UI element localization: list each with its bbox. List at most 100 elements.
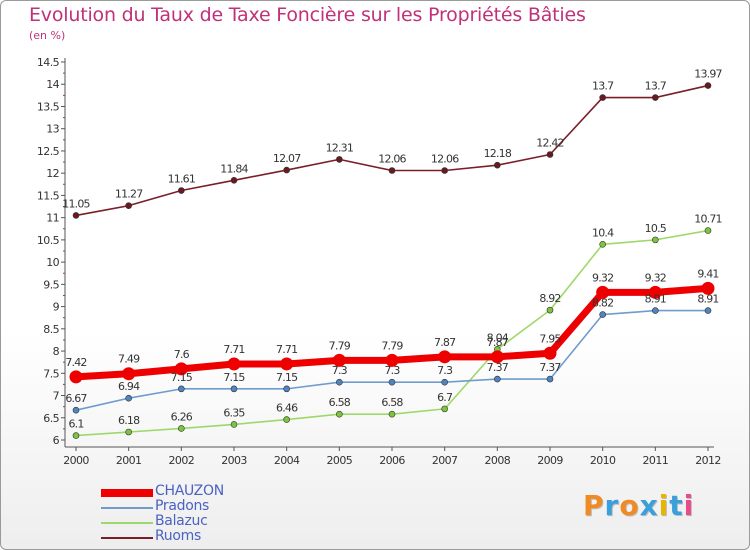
data-label: 12.31 bbox=[326, 141, 354, 154]
data-label: 9.32 bbox=[592, 271, 613, 284]
data-label: 10.4 bbox=[592, 226, 614, 239]
x-tick-label: 2005 bbox=[327, 454, 353, 467]
data-point bbox=[336, 378, 343, 386]
data-label: 11.61 bbox=[168, 173, 196, 186]
data-label: 7.71 bbox=[223, 343, 244, 356]
data-point bbox=[441, 405, 448, 413]
chart-title: Evolution du Taux de Taxe Foncière sur l… bbox=[29, 4, 586, 26]
data-label: 12.18 bbox=[484, 147, 512, 160]
data-point bbox=[388, 378, 396, 386]
data-point bbox=[178, 187, 185, 194]
data-point bbox=[441, 378, 448, 386]
data-label: 7.79 bbox=[329, 339, 351, 352]
data-point bbox=[599, 241, 606, 248]
x-tick-label: 2002 bbox=[169, 454, 195, 467]
data-point bbox=[701, 281, 715, 295]
data-point bbox=[543, 346, 557, 360]
legend-item: Ruoms bbox=[101, 528, 321, 545]
data-label: 6.58 bbox=[381, 396, 403, 409]
x-tick-label: 2012 bbox=[695, 454, 721, 467]
y-tick-label: 7 bbox=[53, 390, 60, 403]
y-tick-label: 11.5 bbox=[37, 189, 60, 202]
data-point bbox=[283, 166, 290, 174]
data-point bbox=[125, 428, 132, 436]
data-point bbox=[178, 425, 185, 432]
x-tick-label: 2008 bbox=[485, 454, 511, 467]
legend-swatch bbox=[101, 507, 153, 509]
data-point bbox=[648, 285, 662, 299]
legend-swatch bbox=[101, 489, 153, 497]
data-point bbox=[336, 410, 343, 418]
data-point bbox=[122, 367, 136, 381]
data-point bbox=[652, 94, 659, 101]
x-tick-label: 2007 bbox=[432, 454, 458, 467]
y-tick-label: 14 bbox=[46, 78, 59, 91]
data-label: 6.67 bbox=[65, 392, 87, 405]
y-tick-label: 8 bbox=[53, 345, 60, 358]
data-label: 7.6 bbox=[174, 348, 190, 361]
legend-item: Pradons bbox=[101, 498, 321, 515]
data-point bbox=[72, 432, 80, 439]
data-label: 6.7 bbox=[437, 391, 453, 404]
data-label: 12.06 bbox=[378, 153, 406, 166]
proxiti-logo: Proxiti bbox=[583, 489, 695, 522]
data-label: 7.42 bbox=[65, 356, 86, 369]
y-tick-label: 13 bbox=[46, 123, 59, 136]
data-label: 7.15 bbox=[276, 371, 298, 384]
legend-label: Balazuc bbox=[155, 513, 208, 529]
x-tick-label: 2009 bbox=[537, 454, 563, 467]
data-point bbox=[72, 406, 80, 414]
y-tick-label: 7.5 bbox=[43, 367, 59, 380]
data-label: 12.06 bbox=[431, 153, 459, 166]
data-point bbox=[72, 212, 80, 219]
data-label: 13.7 bbox=[592, 80, 614, 93]
data-label: 11.84 bbox=[220, 162, 248, 175]
data-label: 7.15 bbox=[171, 371, 193, 384]
data-point bbox=[388, 410, 396, 418]
y-tick-label: 9 bbox=[53, 301, 60, 314]
data-label: 9.32 bbox=[645, 271, 666, 284]
data-point bbox=[178, 385, 185, 393]
series-line-rooms bbox=[75, 84, 709, 217]
data-point bbox=[230, 176, 238, 184]
data-label: 7.3 bbox=[332, 364, 348, 377]
data-point bbox=[596, 285, 610, 299]
data-point bbox=[283, 416, 290, 423]
data-point bbox=[280, 357, 294, 371]
data-label: 6.26 bbox=[171, 410, 193, 423]
x-tick-label: 2001 bbox=[116, 454, 142, 467]
data-label: 11.27 bbox=[115, 188, 143, 201]
data-label: 12.07 bbox=[273, 152, 301, 165]
data-label: 7.15 bbox=[223, 371, 245, 384]
data-label: 6.94 bbox=[118, 380, 140, 393]
data-label: 10.71 bbox=[694, 213, 722, 226]
data-label: 9.41 bbox=[697, 267, 718, 280]
data-label: 8.82 bbox=[592, 297, 613, 310]
data-point bbox=[385, 353, 399, 367]
x-tick-label: 2006 bbox=[379, 454, 405, 467]
data-label: 8.91 bbox=[645, 293, 666, 306]
data-label: 7.3 bbox=[437, 364, 453, 377]
legend-item: Balazuc bbox=[101, 513, 321, 530]
data-point bbox=[494, 375, 501, 383]
data-label: 6.46 bbox=[276, 402, 298, 415]
legend-swatch bbox=[101, 522, 153, 524]
y-tick-label: 14.5 bbox=[37, 56, 60, 69]
data-point bbox=[704, 82, 712, 89]
y-tick-label: 9.5 bbox=[43, 278, 59, 291]
y-tick-label: 10 bbox=[46, 256, 59, 269]
data-point bbox=[125, 394, 132, 402]
data-label: 10.5 bbox=[645, 222, 667, 235]
data-label: 7.49 bbox=[118, 353, 140, 366]
data-label: 7.3 bbox=[384, 364, 400, 377]
data-label: 11.05 bbox=[62, 197, 90, 210]
series-layer bbox=[69, 82, 715, 439]
data-label: 8.04 bbox=[487, 331, 509, 344]
data-label: 7.87 bbox=[434, 336, 456, 349]
legend-label: Pradons bbox=[155, 498, 210, 514]
y-tick-label: 10.5 bbox=[37, 234, 60, 247]
data-label: 13.7 bbox=[645, 80, 667, 93]
data-labels-layer: 11.05 11.27 11.61 11.84 12.07 12.31 12.06 12.06… bbox=[62, 68, 723, 431]
